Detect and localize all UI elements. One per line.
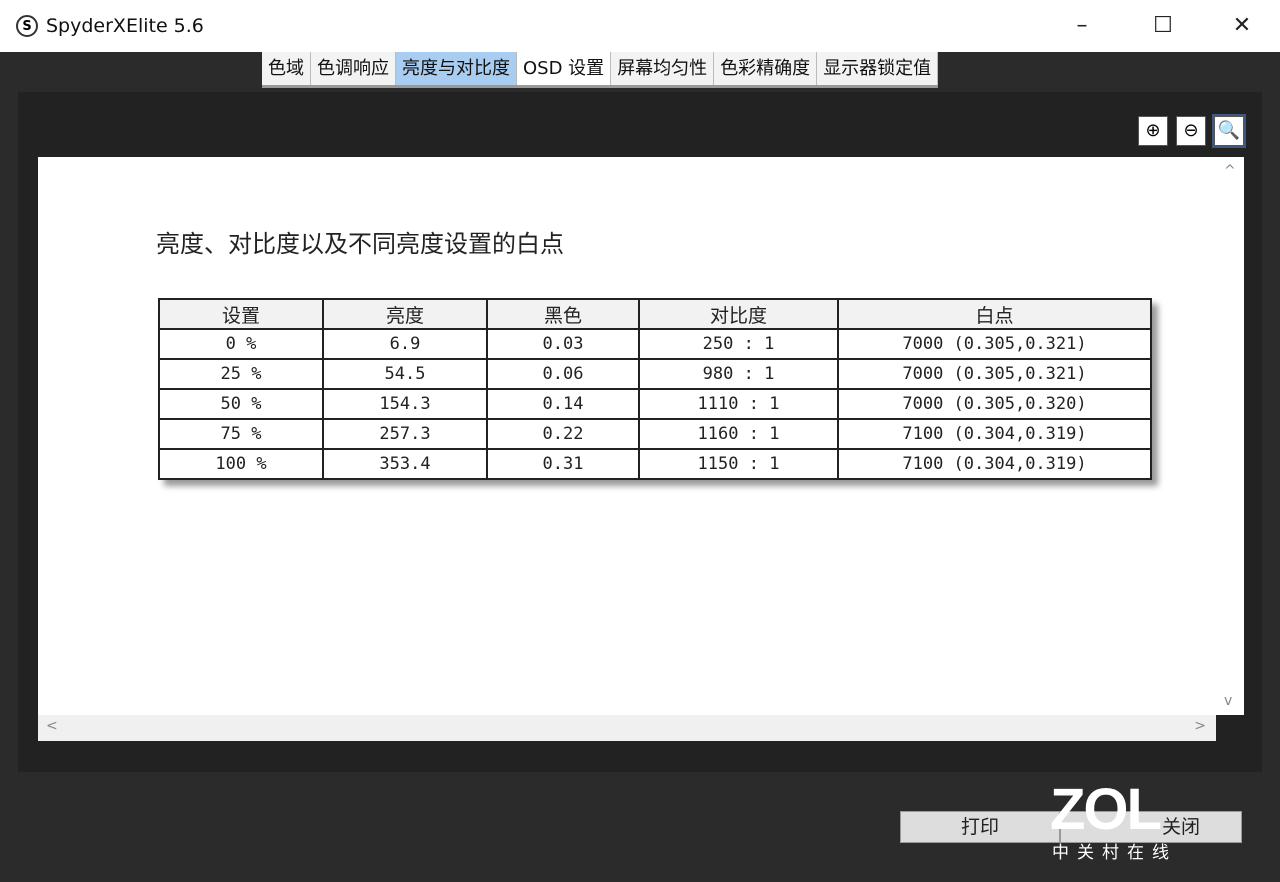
column-header: 黑色 bbox=[486, 298, 640, 330]
watermark-logo: ZOL bbox=[1050, 777, 1162, 842]
zoom-out-icon[interactable]: ⊖ bbox=[1176, 116, 1206, 146]
table-cell: 250 : 1 bbox=[638, 328, 839, 360]
column-header: 对比度 bbox=[638, 298, 839, 330]
table-row: 100 % 353.4 0.31 1150 : 1 7100 (0.304,0.319) bbox=[158, 448, 1152, 480]
table-cell: 0 % bbox=[158, 328, 324, 360]
table-cell: 7000 (0.305,0.320) bbox=[837, 388, 1152, 420]
tab-monitor-lock[interactable]: 显示器锁定值 bbox=[817, 52, 939, 85]
vertical-scrollbar[interactable]: ^ v bbox=[1216, 157, 1244, 715]
table-cell: 353.4 bbox=[322, 448, 488, 480]
table-cell: 0.22 bbox=[486, 418, 640, 450]
minimize-button[interactable]: – bbox=[1076, 13, 1088, 38]
column-header: 设置 bbox=[158, 298, 324, 330]
horizontal-scrollbar[interactable]: < > bbox=[38, 715, 1216, 741]
table-cell: 1150 : 1 bbox=[638, 448, 839, 480]
scroll-right-icon[interactable]: > bbox=[1194, 718, 1206, 734]
table-cell: 0.03 bbox=[486, 328, 640, 360]
table-cell: 6.9 bbox=[322, 328, 488, 360]
scroll-left-icon[interactable]: < bbox=[46, 718, 58, 734]
table-cell: 75 % bbox=[158, 418, 324, 450]
zoom-fit-icon[interactable]: 🔍 bbox=[1212, 114, 1246, 148]
print-button[interactable]: 打印 bbox=[900, 811, 1060, 843]
table-cell: 7000 (0.305,0.321) bbox=[837, 328, 1152, 360]
tab-tone-response[interactable]: 色调响应 bbox=[311, 52, 396, 85]
report-heading: 亮度、对比度以及不同亮度设置的白点 bbox=[156, 230, 564, 258]
table-cell: 100 % bbox=[158, 448, 324, 480]
tab-uniformity[interactable]: 屏幕均匀性 bbox=[611, 52, 715, 85]
tab-color-accuracy[interactable]: 色彩精确度 bbox=[714, 52, 818, 85]
table-cell: 257.3 bbox=[322, 418, 488, 450]
close-dialog-button[interactable]: 关闭 bbox=[1060, 811, 1242, 843]
table-cell: 1160 : 1 bbox=[638, 418, 839, 450]
scroll-down-icon[interactable]: v bbox=[1224, 693, 1233, 709]
app-logo-icon: S bbox=[16, 15, 38, 37]
table-row: 25 % 54.5 0.06 980 : 1 7000 (0.305,0.321) bbox=[158, 358, 1152, 390]
brightness-table: 设置 亮度 黑色 对比度 白点 0 % 6.9 0.03 250 : 1 7000 (0… bbox=[158, 298, 1152, 480]
close-button[interactable]: ✕ bbox=[1232, 13, 1252, 38]
table-row: 0 % 6.9 0.03 250 : 1 7000 (0.305,0.321) bbox=[158, 328, 1152, 360]
table-cell: 0.14 bbox=[486, 388, 640, 420]
table-cell: 25 % bbox=[158, 358, 324, 390]
column-header: 白点 bbox=[837, 298, 1152, 330]
zoom-toolbar: ⊕ ⊖ 🔍 bbox=[1138, 114, 1246, 148]
table-cell: 0.31 bbox=[486, 448, 640, 480]
table-cell: 1110 : 1 bbox=[638, 388, 839, 420]
watermark-subtitle: 中关村在线 bbox=[1052, 843, 1177, 863]
table-cell: 7000 (0.305,0.321) bbox=[837, 358, 1152, 390]
table-cell: 7100 (0.304,0.319) bbox=[837, 418, 1152, 450]
scroll-up-icon[interactable]: ^ bbox=[1224, 163, 1236, 179]
maximize-button[interactable]: ☐ bbox=[1153, 13, 1173, 38]
table-cell: 154.3 bbox=[322, 388, 488, 420]
table-row: 75 % 257.3 0.22 1160 : 1 7100 (0.304,0.319) bbox=[158, 418, 1152, 450]
zoom-in-icon[interactable]: ⊕ bbox=[1138, 116, 1168, 146]
table-row: 50 % 154.3 0.14 1110 : 1 7000 (0.305,0.320) bbox=[158, 388, 1152, 420]
table-cell: 980 : 1 bbox=[638, 358, 839, 390]
window-title: SpyderXElite 5.6 bbox=[46, 15, 204, 37]
table-cell: 54.5 bbox=[322, 358, 488, 390]
title-bar: S SpyderXElite 5.6 – ☐ ✕ bbox=[0, 0, 1280, 52]
column-header: 亮度 bbox=[322, 298, 488, 330]
table-cell: 0.06 bbox=[486, 358, 640, 390]
tab-osd-settings[interactable]: OSD 设置 bbox=[517, 52, 612, 85]
table-cell: 50 % bbox=[158, 388, 324, 420]
table-cell: 7100 (0.304,0.319) bbox=[837, 448, 1152, 480]
tab-gamut[interactable]: 色域 bbox=[262, 52, 311, 85]
tab-brightness-contrast[interactable]: 亮度与对比度 bbox=[396, 52, 517, 85]
tab-bar: 色域 色调响应 亮度与对比度 OSD 设置 屏幕均匀性 色彩精确度 显示器锁定值 bbox=[262, 52, 939, 88]
